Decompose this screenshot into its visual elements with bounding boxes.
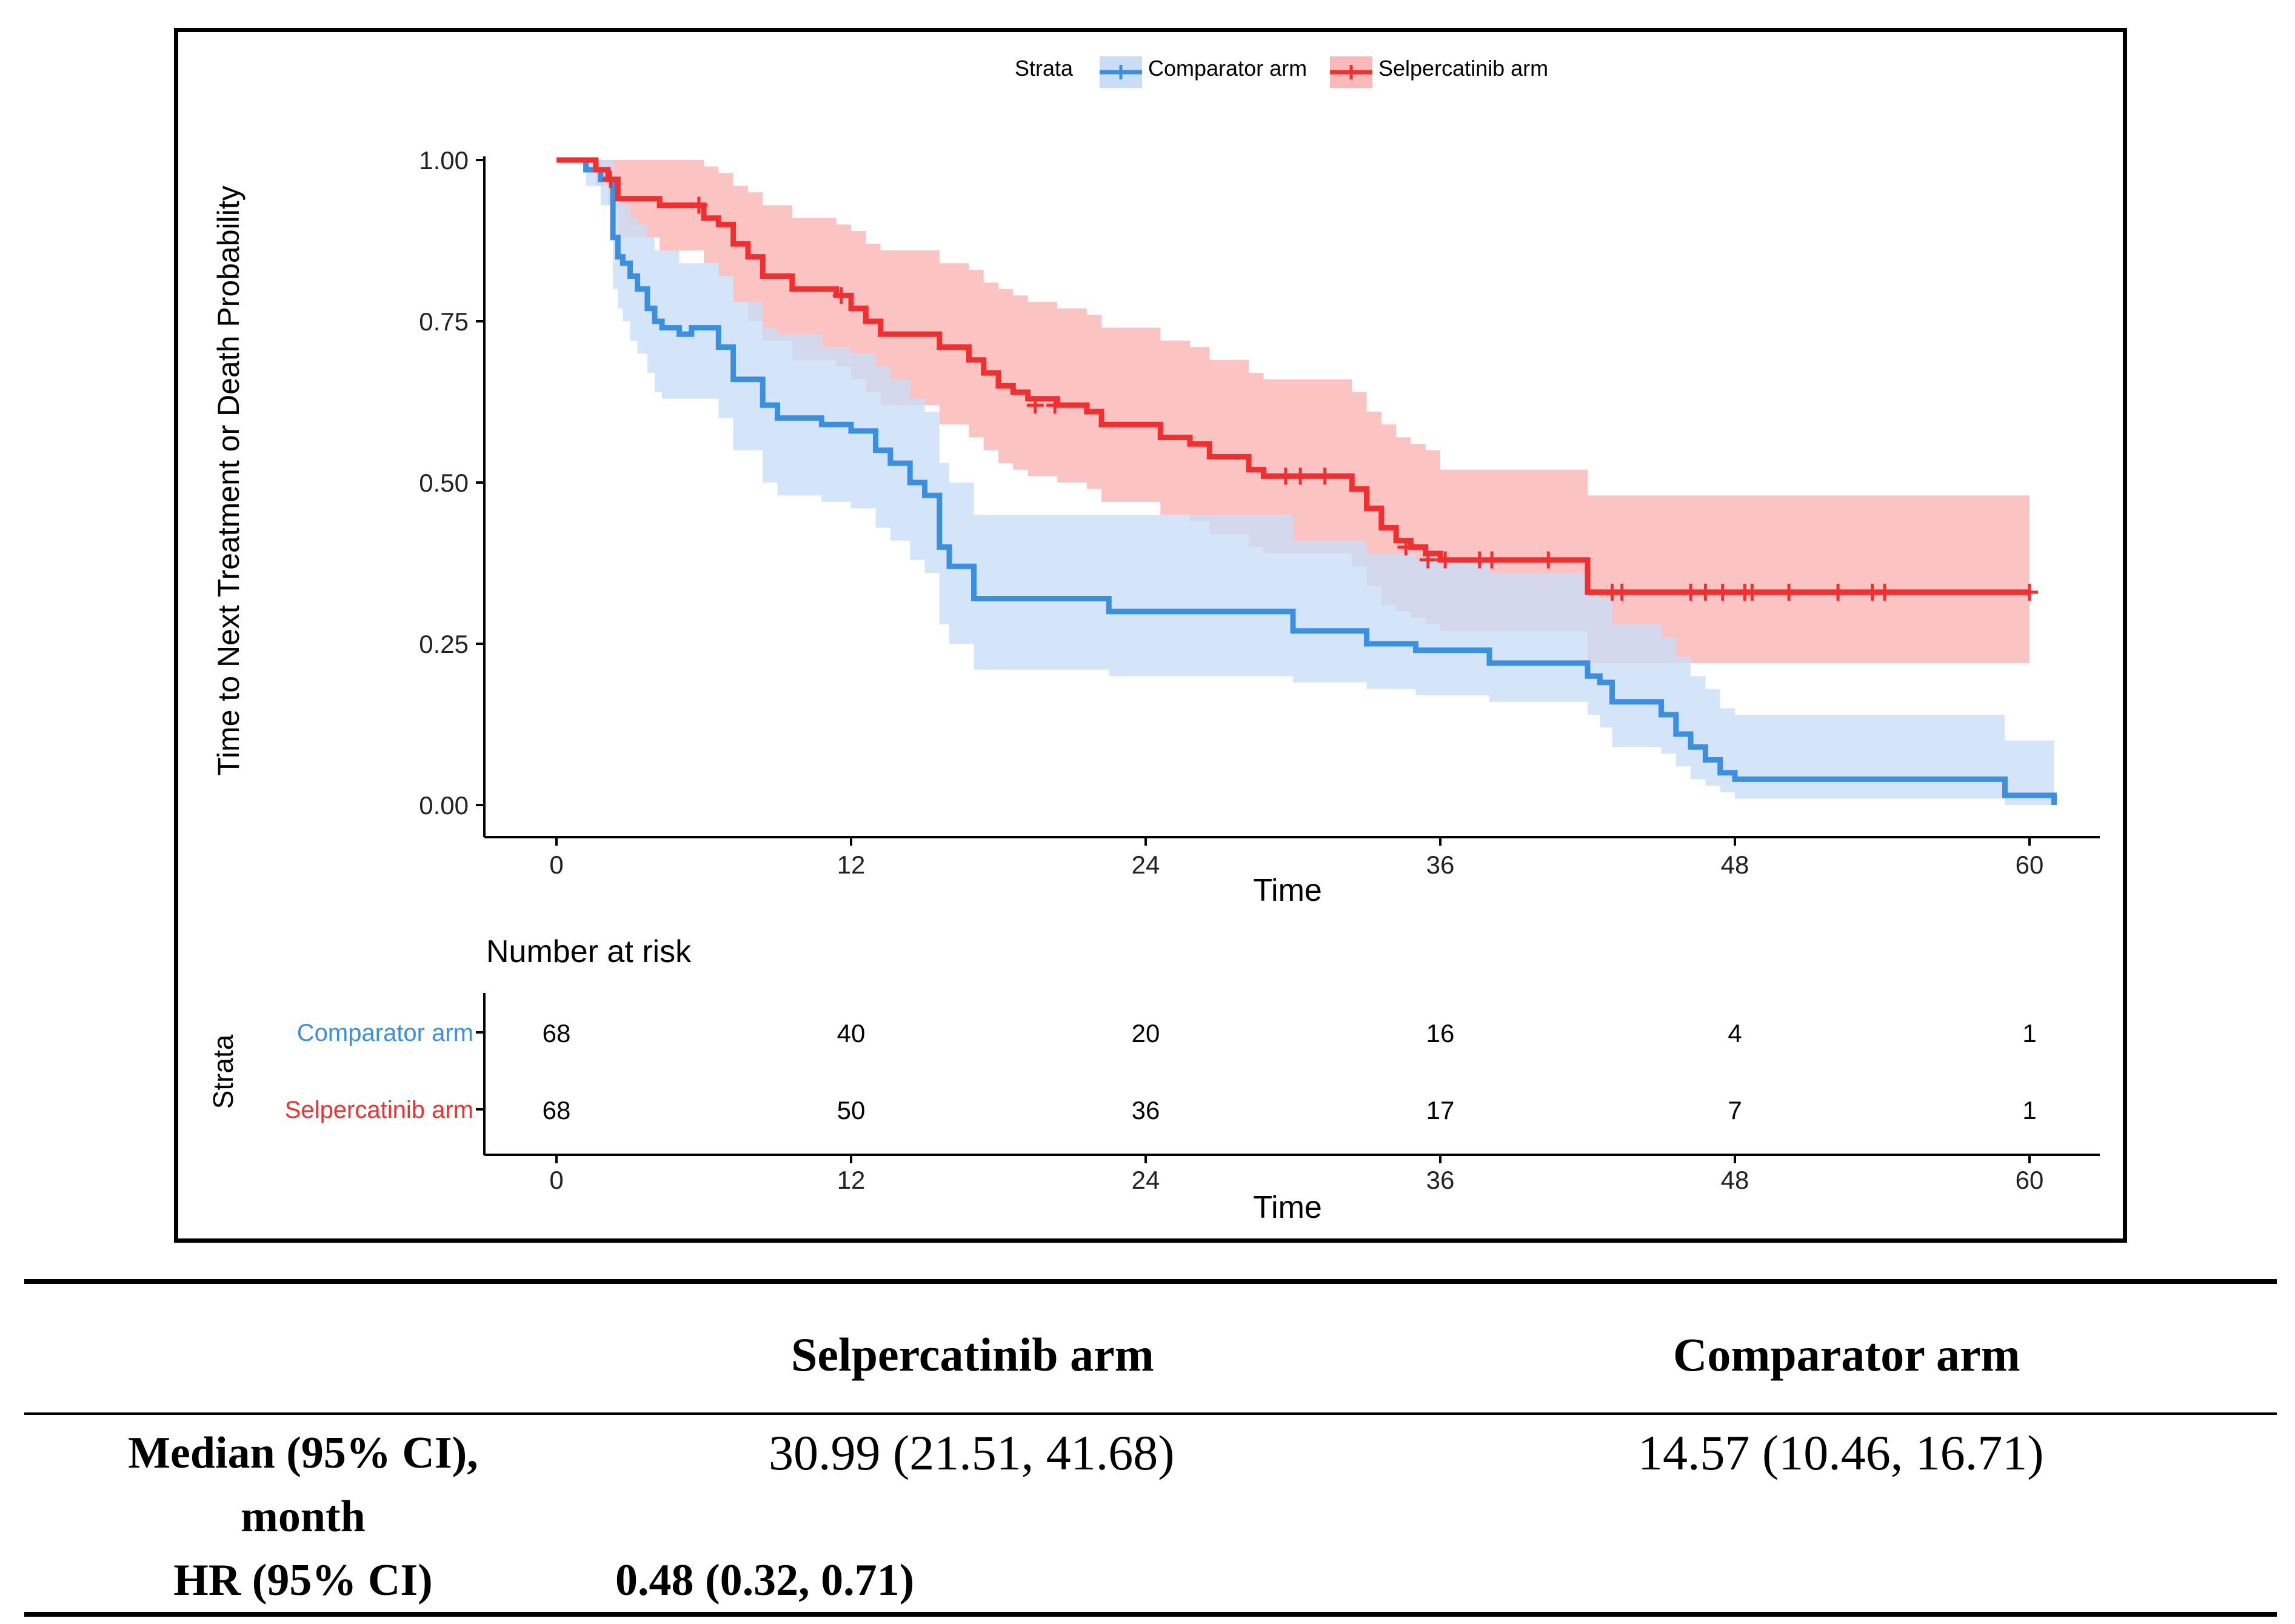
censor-mark (690, 196, 707, 214)
legend-title: Strata (1015, 56, 1074, 81)
table-bottom-rule (24, 1612, 2277, 1617)
row-median-label-1: Median (95% CI), (128, 1428, 478, 1478)
y-tick-label: 0.00 (419, 791, 469, 820)
y-axis-title: Time to Next Treatment or Death Probabil… (212, 185, 246, 776)
risk-count: 17 (1426, 1096, 1455, 1124)
y-tick-label: 0.25 (419, 630, 469, 658)
risk-x-tick-label: 24 (1132, 1166, 1160, 1194)
censor-mark (1026, 396, 1044, 414)
x-tick-label: 36 (1426, 850, 1455, 879)
censor-mark (1419, 551, 1437, 569)
summary-table: Selpercatinib arm Comparator arm Median … (24, 1279, 2277, 1624)
comparator-survival-line (556, 157, 2057, 805)
censor-mark (1483, 551, 1501, 569)
censor-mark (1277, 467, 1294, 485)
x-axis-title: Time (1253, 873, 1322, 908)
risk-row-label-comparator: Comparator arm (297, 1020, 473, 1046)
censor-mark (832, 287, 850, 304)
risk-count: 1 (2022, 1096, 2036, 1124)
risk-row-label-selpercatinib: Selpercatinib arm (285, 1097, 473, 1123)
risk-x-tick-label: 36 (1426, 1166, 1455, 1194)
censor-mark (1540, 551, 1557, 569)
risk-x-axis-title: Time (1253, 1190, 1322, 1225)
risk-x-tick-label: 12 (837, 1166, 866, 1194)
comparator-ci-band (556, 160, 2054, 805)
censor-mark (1829, 583, 1847, 601)
row-median-label-2: month (241, 1492, 366, 1542)
censor-mark (1876, 583, 1894, 601)
risk-x-tick-label: 60 (2016, 1166, 2044, 1194)
x-tick-label: 0 (549, 850, 563, 879)
risk-count: 1 (2022, 1019, 2036, 1048)
selpercatinib-survival-line (556, 157, 2029, 595)
header-selpercatinib: Selpercatinib arm (791, 1328, 1154, 1381)
censor-mark (2021, 583, 2038, 601)
risk-count: 7 (1728, 1096, 1742, 1124)
censor-mark (1714, 583, 1731, 601)
risk-count: 36 (1132, 1096, 1160, 1124)
risk-count: 4 (1728, 1019, 1742, 1048)
median-comparator: 14.57 (10.46, 16.71) (1638, 1425, 2044, 1480)
km-chart: 0.00 0.25 0.50 0.75 1.00 0 12 24 36 48 60 Time Time … (207, 56, 2100, 1225)
x-tick-label: 60 (2016, 850, 2044, 879)
censor-mark (1292, 467, 1309, 485)
table-top-rule (24, 1279, 2277, 1284)
risk-table-title: Number at risk (486, 934, 692, 969)
censor-mark (1697, 583, 1714, 601)
censor-mark (602, 170, 620, 188)
risk-x-tick-label: 0 (549, 1166, 563, 1194)
censor-mark (1743, 583, 1761, 601)
censor-mark (1046, 396, 1064, 414)
risk-x-tick-label: 48 (1721, 1166, 1749, 1194)
risk-strata-label: Strata (207, 1034, 239, 1109)
censor-mark (1613, 583, 1631, 601)
table-header-rule (24, 1412, 2277, 1415)
risk-count: 16 (1426, 1019, 1455, 1048)
censor-mark (1682, 583, 1700, 601)
selpercatinib-ci-band (556, 160, 2029, 663)
censor-mark (1437, 551, 1454, 569)
hr-value: 0.48 (0.32, 0.71) (615, 1555, 915, 1605)
y-tick-label: 1.00 (419, 146, 469, 175)
x-tick-label: 24 (1132, 850, 1160, 879)
x-tick-label: 12 (837, 850, 866, 879)
row-hr-label: HR (95% CI) (173, 1555, 433, 1605)
y-tick-label: 0.75 (419, 307, 469, 336)
legend-comparator-label: Comparator arm (1148, 56, 1307, 81)
x-tick-label: 48 (1721, 850, 1749, 879)
risk-count: 68 (543, 1096, 571, 1124)
censor-mark (1397, 538, 1415, 556)
risk-count: 40 (837, 1019, 866, 1048)
km-figure-frame: 0.00 0.25 0.50 0.75 1.00 0 12 24 36 48 60 Time Time … (174, 28, 2127, 1243)
risk-count: 50 (837, 1096, 866, 1124)
censor-mark (1316, 467, 1334, 485)
median-selpercatinib: 30.99 (21.51, 41.68) (769, 1425, 1175, 1480)
header-comparator: Comparator arm (1673, 1328, 2020, 1381)
risk-count: 68 (543, 1019, 571, 1048)
censor-mark (1780, 583, 1798, 601)
legend-selpercatinib-label: Selpercatinib arm (1378, 56, 1548, 81)
y-tick-label: 0.50 (419, 469, 469, 497)
risk-count: 20 (1132, 1019, 1160, 1048)
